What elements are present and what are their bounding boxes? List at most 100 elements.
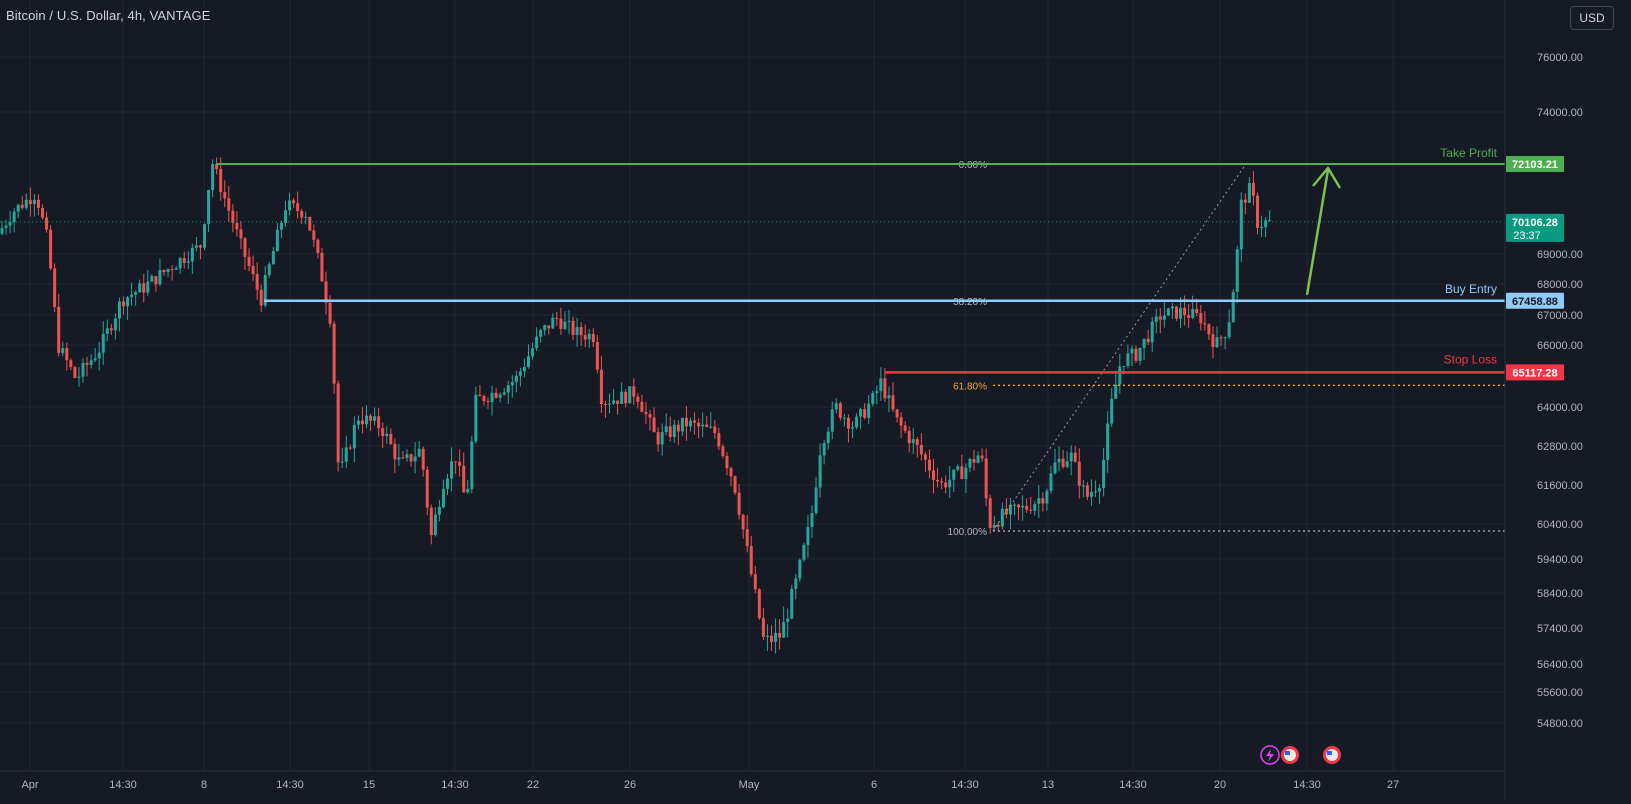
candle-body[interactable] xyxy=(644,411,648,415)
candle-body[interactable] xyxy=(543,325,547,331)
candle-body[interactable] xyxy=(976,455,980,463)
candle-body[interactable] xyxy=(316,239,320,253)
candle-body[interactable] xyxy=(632,386,636,397)
candle-body[interactable] xyxy=(231,210,235,224)
candle-body[interactable] xyxy=(1239,199,1243,250)
candle-body[interactable] xyxy=(903,425,907,431)
trade-levels[interactable]: Take Profit Buy Entry Stop Loss xyxy=(0,146,1505,374)
candle-body[interactable] xyxy=(1033,503,1037,511)
candle-body[interactable] xyxy=(774,632,778,642)
candle-body[interactable] xyxy=(1243,199,1247,203)
candle-body[interactable] xyxy=(1057,458,1061,463)
candle-body[interactable] xyxy=(397,457,401,460)
candle-body[interactable] xyxy=(527,356,530,368)
candle-body[interactable] xyxy=(717,433,721,447)
candle-body[interactable] xyxy=(174,268,178,270)
candle-body[interactable] xyxy=(1183,307,1187,316)
candle-body[interactable] xyxy=(1150,321,1154,343)
candle-body[interactable] xyxy=(1094,491,1097,493)
candle-body[interactable] xyxy=(895,409,899,418)
candle-body[interactable] xyxy=(275,229,279,252)
candle-body[interactable] xyxy=(1235,249,1239,292)
candle-body[interactable] xyxy=(616,400,620,404)
candle-body[interactable] xyxy=(1029,509,1033,511)
candle-body[interactable] xyxy=(223,192,227,199)
candle-body[interactable] xyxy=(992,524,996,528)
candle-body[interactable] xyxy=(190,247,194,262)
candle-body[interactable] xyxy=(1146,338,1150,343)
candle-body[interactable] xyxy=(344,447,348,462)
candle-body[interactable] xyxy=(162,270,166,273)
candle-body[interactable] xyxy=(806,527,810,545)
currency-button[interactable]: USD xyxy=(1570,6,1614,30)
candle-body[interactable] xyxy=(656,432,660,445)
candle-body[interactable] xyxy=(377,416,381,429)
candle-body[interactable] xyxy=(1175,306,1178,319)
candle-body[interactable] xyxy=(567,320,571,322)
candle-body[interactable] xyxy=(956,466,960,470)
candle-body[interactable] xyxy=(450,461,454,479)
candle-body[interactable] xyxy=(49,229,53,269)
candle-body[interactable] xyxy=(547,325,551,329)
candle-body[interactable] xyxy=(713,426,717,434)
symbol-title[interactable]: Bitcoin / U.S. Dollar, 4h, VANTAGE xyxy=(6,8,211,23)
candle-body[interactable] xyxy=(867,403,871,418)
candle-body[interactable] xyxy=(211,163,215,191)
candle-body[interactable] xyxy=(1102,459,1106,489)
candle-body[interactable] xyxy=(761,618,765,637)
candle-body[interactable] xyxy=(251,266,255,275)
candle-body[interactable] xyxy=(16,204,20,212)
candle-body[interactable] xyxy=(405,454,409,458)
economic-events[interactable] xyxy=(1260,745,1341,765)
candle-body[interactable] xyxy=(684,417,688,427)
candle-body[interactable] xyxy=(85,362,89,365)
candle-body[interactable] xyxy=(1247,183,1251,203)
candle-body[interactable] xyxy=(555,317,559,319)
candle-body[interactable] xyxy=(494,392,498,398)
candle-body[interactable] xyxy=(36,199,40,208)
candle-body[interactable] xyxy=(652,417,656,433)
candle-body[interactable] xyxy=(640,401,644,412)
candle-body[interactable] xyxy=(693,420,697,423)
candle-body[interactable] xyxy=(57,306,61,353)
candle-body[interactable] xyxy=(486,401,490,403)
candle-body[interactable] xyxy=(1260,227,1264,229)
candle-body[interactable] xyxy=(1179,307,1183,319)
candle-body[interactable] xyxy=(506,385,510,393)
candle-body[interactable] xyxy=(830,409,834,432)
candle-body[interactable] xyxy=(0,227,4,234)
candle-body[interactable] xyxy=(952,469,956,480)
candle-body[interactable] xyxy=(531,348,535,357)
candle-body[interactable] xyxy=(664,426,668,432)
candle-body[interactable] xyxy=(753,574,757,590)
candle-body[interactable] xyxy=(365,415,368,425)
candle-body[interactable] xyxy=(263,275,267,306)
candle-body[interactable] xyxy=(1264,220,1268,228)
candle-body[interactable] xyxy=(381,428,385,437)
candle-body[interactable] xyxy=(215,163,219,169)
candle-body[interactable] xyxy=(514,375,518,382)
candle-body[interactable] xyxy=(984,458,988,499)
candle-body[interactable] xyxy=(158,270,162,285)
candle-body[interactable] xyxy=(1268,219,1272,221)
candle-body[interactable] xyxy=(672,424,676,438)
candle-body[interactable] xyxy=(510,381,514,386)
candle-body[interactable] xyxy=(271,251,275,265)
candle-body[interactable] xyxy=(441,488,445,508)
candle-body[interactable] xyxy=(437,507,441,515)
candle-body[interactable] xyxy=(182,258,186,263)
candle-body[interactable] xyxy=(235,223,239,230)
candle-body[interactable] xyxy=(709,426,713,428)
candle-body[interactable] xyxy=(109,328,113,331)
candle-body[interactable] xyxy=(786,618,790,622)
candle-body[interactable] xyxy=(1227,322,1231,338)
candle-body[interactable] xyxy=(782,621,786,638)
candle-body[interactable] xyxy=(292,200,296,204)
candle-body[interactable] xyxy=(765,635,769,637)
candle-body[interactable] xyxy=(97,352,101,359)
candle-body[interactable] xyxy=(105,328,109,334)
candle-body[interactable] xyxy=(940,481,944,483)
candle-body[interactable] xyxy=(446,478,449,489)
candle-body[interactable] xyxy=(591,333,595,343)
